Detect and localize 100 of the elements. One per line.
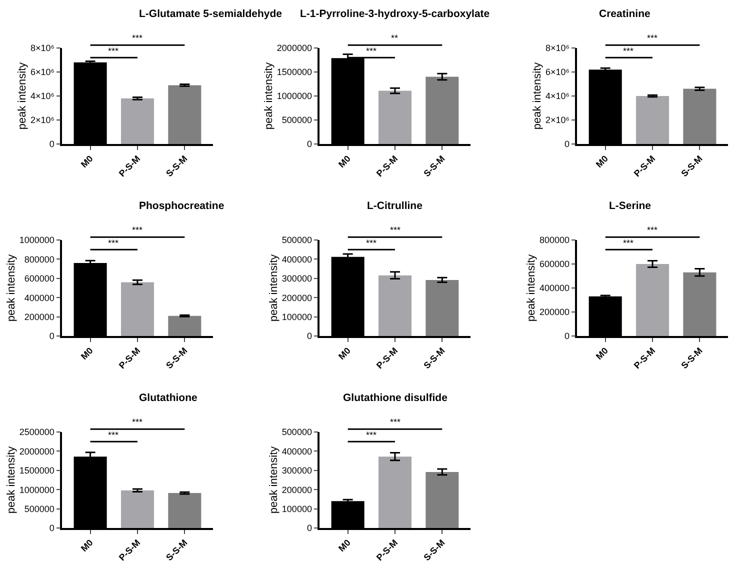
y-tick-label: 600000 — [24, 274, 54, 284]
y-tick-label: 800000 — [539, 235, 570, 246]
x-tick-label: M0 — [336, 538, 352, 554]
x-tick-label: M0 — [594, 154, 610, 170]
text: *** — [647, 225, 658, 235]
annotation: *** — [623, 46, 634, 56]
text: *** — [132, 33, 144, 43]
y-tick-label: 2000000 — [19, 446, 54, 456]
y-tick-label: 0 — [564, 139, 570, 150]
chart-title: L-Serine — [609, 200, 652, 212]
bar — [120, 490, 154, 528]
y-tick-label: 100000 — [282, 312, 312, 322]
x-tick-label: M0 — [78, 346, 95, 362]
bar — [120, 282, 154, 336]
bar — [378, 456, 412, 528]
y-tick-label: 600000 — [539, 259, 570, 270]
bar — [426, 472, 459, 528]
annotation: *** — [366, 238, 378, 248]
y-tick-label: 4×10⁶ — [30, 91, 55, 102]
annotation: *** — [366, 430, 378, 440]
x-tick-label: M0 — [594, 346, 610, 362]
y-tick-label: 0 — [49, 139, 54, 150]
y-tick-label: 200000 — [282, 292, 312, 303]
text: *** — [390, 225, 402, 235]
chart-title: Glutathione disulfide — [343, 392, 448, 404]
chart-title: L-Citrulline — [367, 200, 423, 212]
bar — [168, 493, 202, 528]
y-tick-label: 2×10⁶ — [30, 115, 55, 126]
text: *** — [390, 417, 402, 427]
bar — [636, 96, 670, 144]
chart-title: L-1-Pyrroline-3-hydroxy-5-carboxylate — [300, 8, 490, 20]
y-tick-label: 500000 — [282, 115, 312, 126]
annotation: *** — [108, 238, 120, 248]
bar — [168, 316, 202, 336]
y-tick-label: 2000000 — [276, 43, 312, 54]
y-tick-label: 6×10⁶ — [30, 67, 55, 78]
y-axis-title: peak intensity — [6, 254, 18, 322]
y-tick-label: 1000000 — [276, 91, 312, 102]
y-tick-label: 1000000 — [19, 484, 54, 495]
text: ** — [391, 33, 398, 43]
y-axis-title: peak intensity — [532, 62, 544, 130]
y-tick-label: 0 — [306, 331, 312, 342]
y-tick-label: 400000 — [282, 446, 312, 456]
bar — [636, 264, 670, 336]
chart-title: Glutathione — [139, 392, 198, 404]
y-tick-label: 200000 — [24, 312, 54, 322]
y-tick-label: 0 — [49, 523, 54, 534]
text: *** — [132, 225, 144, 235]
bar — [168, 85, 202, 144]
bar — [378, 275, 412, 336]
annotation: *** — [366, 46, 378, 56]
y-tick-label: 500000 — [24, 504, 54, 514]
y-tick-label: 100000 — [282, 504, 312, 514]
y-tick-label: 500000 — [282, 235, 312, 246]
annotation: *** — [108, 430, 120, 440]
y-axis-title: peak intensity — [263, 62, 276, 130]
y-tick-label: 0 — [306, 523, 312, 534]
y-tick-label: 400000 — [24, 292, 54, 303]
y-axis-title: peak intensity — [6, 446, 18, 514]
chart-title: L-Glutamate 5-semialdehyde — [139, 8, 282, 20]
y-axis-title: peak intensity — [16, 62, 29, 130]
bar — [683, 88, 716, 144]
bar — [426, 76, 459, 144]
y-axis-title: peak intensity — [268, 254, 280, 322]
chart-title: Creatinine — [599, 8, 651, 20]
bar — [426, 280, 459, 336]
x-tick-label: M0 — [78, 538, 95, 554]
x-tick-label: M0 — [78, 154, 95, 170]
text: *** — [132, 417, 144, 427]
y-tick-label: 0 — [564, 331, 570, 342]
bar — [378, 90, 412, 144]
annotation: *** — [108, 46, 120, 56]
y-tick-label: 500000 — [282, 427, 312, 438]
text: *** — [647, 33, 658, 43]
bar — [683, 272, 716, 336]
y-tick-label: 300000 — [282, 466, 312, 476]
y-tick-label: 2500000 — [19, 427, 54, 438]
y-tick-label: 6×10⁶ — [546, 67, 570, 78]
y-axis-title: peak intensity — [526, 254, 538, 322]
x-tick-label: M0 — [336, 154, 352, 170]
y-tick-label: 8×10⁶ — [546, 43, 570, 54]
y-tick-label: 1000000 — [19, 235, 54, 246]
chart-title: Phosphocreatine — [139, 200, 224, 212]
y-tick-label: 1500000 — [19, 466, 54, 476]
y-tick-label: 300000 — [282, 274, 312, 284]
x-tick-label: M0 — [336, 346, 352, 362]
y-tick-label: 800000 — [24, 254, 54, 264]
y-tick-label: 0 — [306, 139, 312, 150]
y-tick-label: 2×10⁶ — [546, 115, 570, 126]
y-tick-label: 400000 — [539, 283, 570, 294]
y-tick-label: 8×10⁶ — [30, 43, 55, 54]
y-tick-label: 200000 — [282, 484, 312, 495]
y-axis-title: peak intensity — [268, 446, 280, 514]
y-tick-label: 200000 — [539, 307, 570, 318]
y-tick-label: 1500000 — [276, 67, 312, 78]
bar — [120, 98, 154, 144]
y-tick-label: 400000 — [282, 254, 312, 264]
y-tick-label: 4×10⁶ — [546, 91, 570, 102]
annotation: *** — [623, 238, 634, 248]
y-tick-label: 0 — [49, 331, 54, 342]
